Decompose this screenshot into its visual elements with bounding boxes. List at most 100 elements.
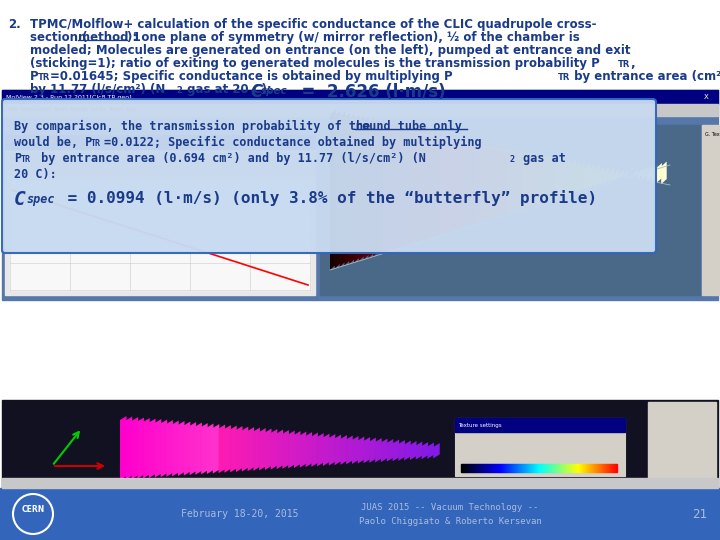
Text: by entrance area (cm²): by entrance area (cm²) [570, 70, 720, 83]
Text: = 0.0994 (l·m/s) (only 3.8% of the “butterfly” profile): = 0.0994 (l·m/s) (only 3.8% of the “butt… [58, 190, 597, 206]
Bar [606, 464, 607, 472]
Text: 2: 2 [176, 86, 182, 95]
Bar [571, 464, 572, 472]
Bar [2, 104, 718, 116]
Bar [599, 464, 600, 472]
Bar [612, 464, 613, 472]
Bar [477, 464, 478, 472]
Bar [467, 464, 468, 472]
Text: February 18-20, 2015: February 18-20, 2015 [181, 509, 299, 519]
Bar [478, 464, 479, 472]
Bar [540, 464, 541, 472]
Bar [600, 464, 601, 472]
Bar [613, 464, 614, 472]
Bar [580, 464, 581, 472]
Bar [480, 464, 481, 472]
Bar [502, 464, 503, 472]
Bar [474, 464, 475, 472]
Bar [603, 464, 604, 472]
Bar [526, 464, 527, 472]
Bar [578, 464, 579, 472]
Bar [550, 464, 551, 472]
Text: TR: TR [21, 155, 31, 164]
Bar [503, 464, 504, 472]
Bar [563, 464, 564, 472]
Bar [558, 464, 559, 472]
Bar [483, 464, 484, 472]
Bar [523, 464, 524, 472]
Bar [547, 464, 548, 472]
Bar [514, 464, 515, 472]
Bar [492, 464, 493, 472]
Bar [532, 464, 533, 472]
Bar [648, 402, 716, 486]
Bar [595, 464, 596, 472]
Bar [463, 464, 464, 472]
Text: gas at 20 C):: gas at 20 C): [183, 83, 276, 96]
Bar [482, 464, 483, 472]
Bar [504, 464, 505, 472]
Text: section (: section ( [30, 31, 88, 44]
Bar [608, 464, 609, 472]
Bar [568, 464, 569, 472]
Bar [2, 478, 718, 488]
Bar [584, 464, 585, 472]
Bar [562, 464, 563, 472]
Text: (sticking=1); ratio of exiting to generated molecules is the transmission probab: (sticking=1); ratio of exiting to genera… [30, 57, 600, 70]
Bar [508, 464, 509, 472]
Bar [476, 464, 477, 472]
Bar [509, 464, 510, 472]
Bar [2, 90, 718, 300]
Text: method 1: method 1 [78, 31, 140, 44]
Bar [527, 464, 528, 472]
Bar [564, 464, 565, 472]
Bar [543, 464, 544, 472]
Bar [513, 464, 514, 472]
Bar [528, 464, 529, 472]
Bar [485, 464, 486, 472]
Bar [607, 464, 608, 472]
Bar [587, 464, 588, 472]
Bar [517, 464, 518, 472]
Bar [518, 464, 519, 472]
Bar [5, 135, 315, 149]
Bar [486, 464, 487, 472]
Bar [494, 464, 495, 472]
Bar [466, 464, 467, 472]
Bar [570, 464, 571, 472]
Bar [593, 464, 594, 472]
Text: CERN: CERN [22, 505, 45, 515]
Bar [589, 464, 590, 472]
Bar [522, 464, 523, 472]
Bar [5, 135, 315, 295]
Text: MolView 2.3 - Run 12.2011[Clc8.TR.geo]: MolView 2.3 - Run 12.2011[Clc8.TR.geo] [6, 94, 132, 99]
Bar [497, 464, 498, 472]
Bar [537, 464, 538, 472]
Text: TR: TR [618, 60, 631, 69]
Bar [484, 464, 485, 472]
Bar [555, 464, 556, 472]
Bar [576, 464, 577, 472]
Text: JUAS 2015 -- Vacuum Technology --: JUAS 2015 -- Vacuum Technology -- [361, 503, 539, 512]
Bar [590, 464, 591, 472]
Bar [491, 464, 492, 472]
Text: ,: , [630, 57, 634, 70]
Text: TR: TR [91, 139, 101, 148]
Bar [519, 464, 520, 472]
Bar [605, 464, 606, 472]
Bar [533, 464, 534, 472]
Bar [594, 464, 595, 472]
Text: G. Texture settings: G. Texture settings [705, 132, 720, 137]
Bar [505, 464, 506, 472]
Bar [548, 464, 549, 472]
Bar [545, 464, 546, 472]
Bar [479, 464, 480, 472]
Bar [471, 464, 472, 472]
Bar [461, 464, 462, 472]
Bar [567, 464, 568, 472]
Bar [549, 464, 550, 472]
Bar [515, 464, 516, 472]
Bar [500, 464, 501, 472]
Bar [510, 464, 511, 472]
Bar [530, 464, 531, 472]
